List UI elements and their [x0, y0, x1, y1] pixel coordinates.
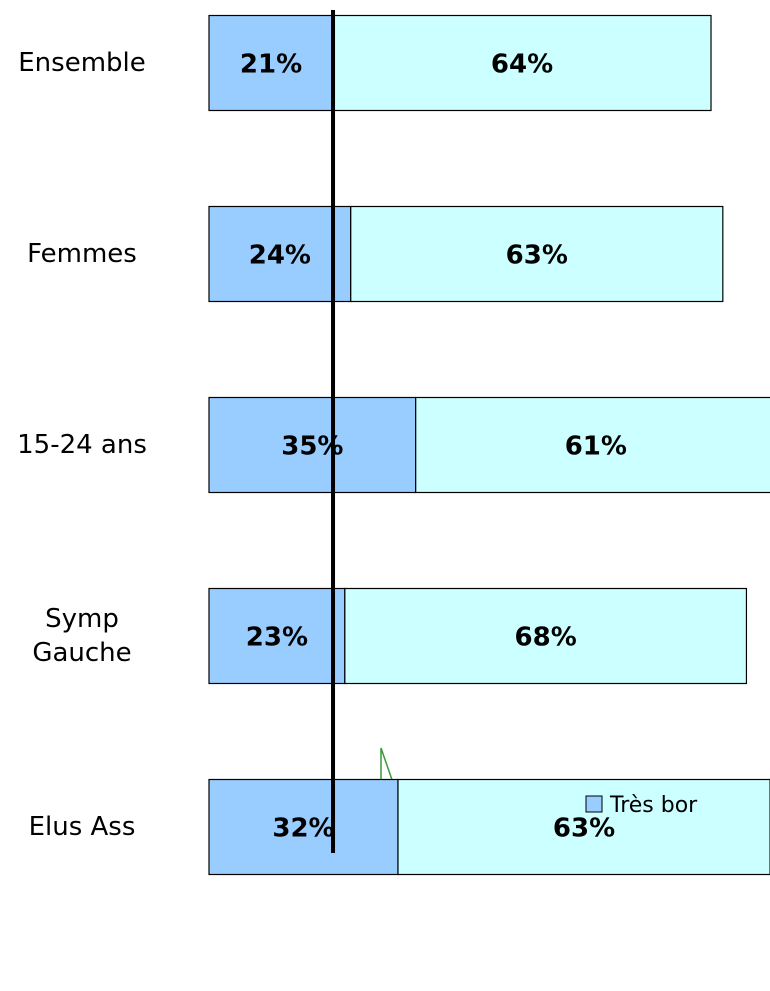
legend-swatch — [585, 795, 603, 813]
value-label: 63% — [553, 814, 615, 844]
bar-segment — [415, 396, 770, 494]
bar-segment — [397, 778, 770, 876]
bar-segment — [332, 14, 712, 112]
bar-segment — [208, 14, 334, 112]
bar-segment — [208, 205, 352, 303]
category-label: 15-24 ans — [17, 430, 147, 460]
category-label: Symp Gauche — [32, 604, 132, 668]
value-label: 21% — [240, 50, 302, 80]
value-label: 61% — [565, 432, 627, 462]
category-label: Femmes — [27, 239, 137, 269]
bar-segment — [350, 205, 724, 303]
category-label: Ensemble — [18, 48, 146, 78]
value-label: 63% — [506, 241, 568, 271]
bar-segment — [344, 587, 748, 685]
category-label: Elus Ass — [28, 812, 136, 842]
value-label: 32% — [272, 814, 334, 844]
bar-segment — [208, 587, 346, 685]
value-label: 23% — [246, 623, 308, 653]
bar-segment — [208, 778, 399, 876]
value-label: 68% — [515, 623, 577, 653]
value-label: 64% — [491, 50, 553, 80]
bar-segment — [208, 396, 417, 494]
value-label: 24% — [249, 241, 311, 271]
legend-label: Très bor — [609, 793, 698, 818]
